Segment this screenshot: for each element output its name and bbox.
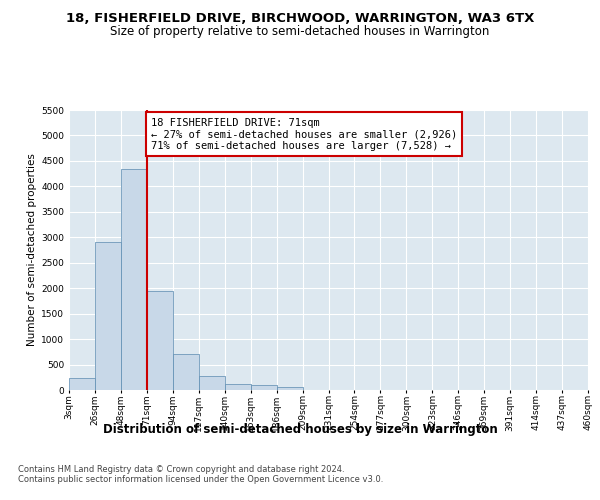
Bar — [251, 386, 277, 390]
Bar — [69, 378, 95, 390]
Bar — [95, 242, 121, 390]
Bar — [173, 354, 199, 390]
Text: 18, FISHERFIELD DRIVE, BIRCHWOOD, WARRINGTON, WA3 6TX: 18, FISHERFIELD DRIVE, BIRCHWOOD, WARRIN… — [66, 12, 534, 26]
Text: Distribution of semi-detached houses by size in Warrington: Distribution of semi-detached houses by … — [103, 422, 497, 436]
Bar — [121, 168, 147, 390]
Text: Size of property relative to semi-detached houses in Warrington: Size of property relative to semi-detach… — [110, 25, 490, 38]
Bar — [147, 290, 173, 390]
Bar — [225, 384, 251, 390]
Text: 18 FISHERFIELD DRIVE: 71sqm
← 27% of semi-detached houses are smaller (2,926)
71: 18 FISHERFIELD DRIVE: 71sqm ← 27% of sem… — [151, 118, 457, 151]
Bar — [199, 376, 224, 390]
Bar — [277, 387, 302, 390]
Y-axis label: Number of semi-detached properties: Number of semi-detached properties — [27, 154, 37, 346]
Text: Contains HM Land Registry data © Crown copyright and database right 2024.
Contai: Contains HM Land Registry data © Crown c… — [18, 465, 383, 484]
